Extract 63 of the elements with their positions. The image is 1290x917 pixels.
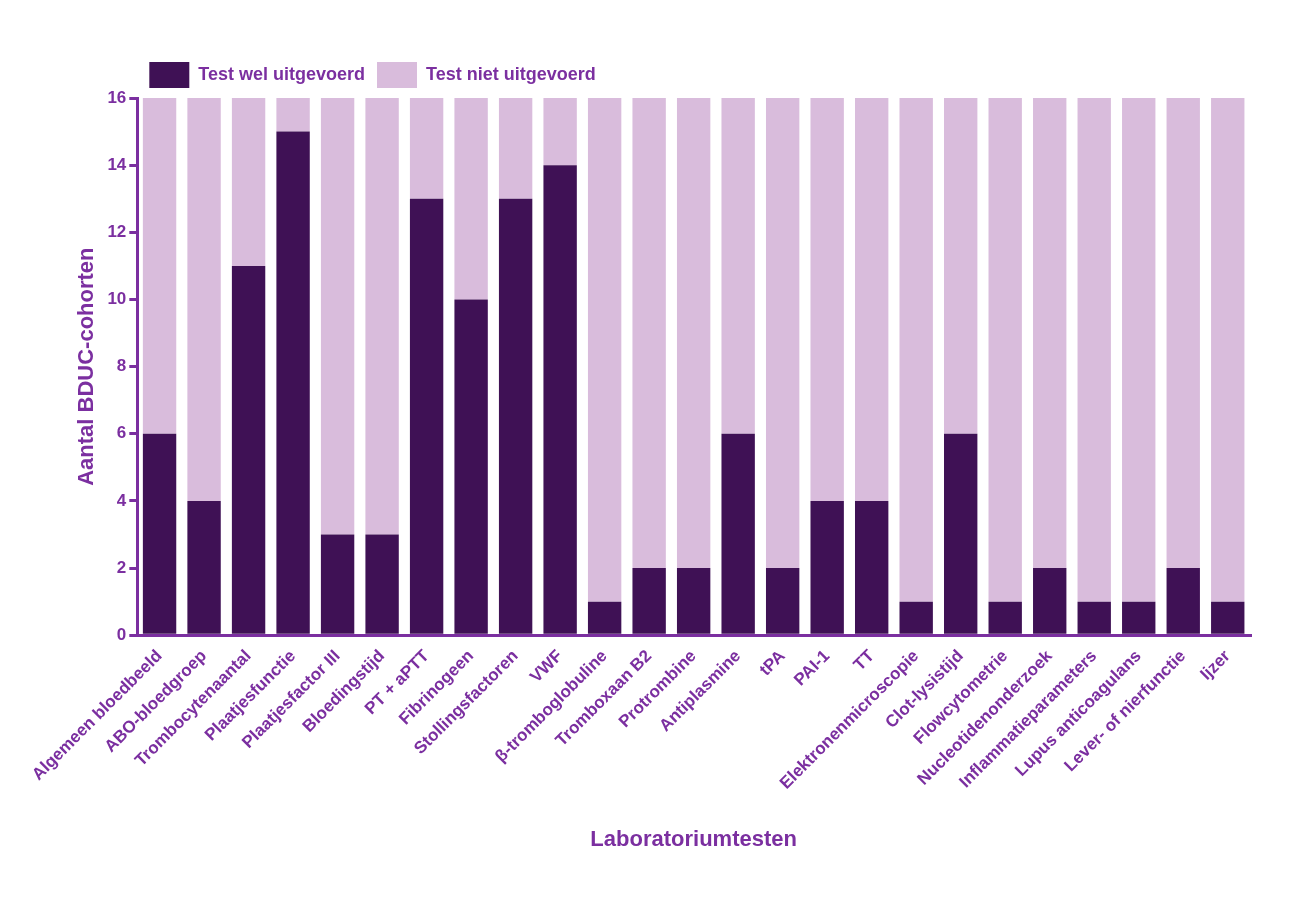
bar (276, 98, 310, 132)
bar (1211, 601, 1245, 634)
bar (1166, 568, 1200, 634)
bar (187, 500, 221, 634)
y-tick-label: 10 (107, 289, 127, 309)
y-tick-label: 4 (116, 490, 127, 510)
bar (276, 131, 310, 634)
y-tick-label: 6 (116, 423, 127, 443)
bar (365, 534, 399, 634)
bar (855, 98, 889, 501)
bar (676, 568, 711, 634)
bar (365, 98, 399, 535)
bar (1077, 98, 1111, 602)
bar (231, 265, 266, 634)
bar (988, 98, 1022, 602)
bar (498, 198, 533, 634)
bar (454, 98, 488, 300)
y-tick-label: 12 (107, 222, 127, 241)
bar (320, 98, 355, 535)
bar (543, 98, 577, 166)
y-tick-label: 0 (116, 624, 127, 644)
y-tick-label: 2 (116, 557, 127, 577)
y-tick-label: 14 (107, 154, 127, 174)
bar (231, 98, 266, 266)
bar (587, 98, 622, 602)
legend-label: Test niet uitgevoerd (426, 63, 596, 84)
bar (810, 98, 844, 501)
bar (1033, 568, 1067, 634)
bar (944, 98, 978, 434)
bar (409, 98, 444, 199)
x-axis-title: Laboratoriumtesten (590, 825, 797, 851)
bar (988, 601, 1022, 634)
bar (632, 568, 666, 634)
bar (855, 500, 889, 634)
bar (409, 198, 444, 634)
bar (187, 98, 221, 501)
bar (632, 98, 666, 569)
bar (899, 98, 933, 602)
bar (721, 433, 755, 634)
y-tick-label: 16 (107, 87, 127, 107)
bar (944, 433, 978, 634)
bar (320, 534, 355, 634)
bar (1077, 601, 1111, 634)
bar (676, 98, 711, 569)
bar (765, 568, 800, 634)
bar (721, 98, 755, 434)
y-tick-label: 8 (116, 356, 127, 376)
bar (142, 433, 177, 634)
bar (810, 500, 844, 634)
bar (587, 601, 622, 634)
bar (1033, 98, 1067, 569)
bar (454, 299, 488, 634)
bar (498, 98, 533, 199)
bar (543, 165, 577, 634)
bar (142, 98, 177, 434)
bar (1211, 98, 1245, 602)
bar (1166, 98, 1200, 569)
bar (1122, 98, 1156, 602)
bar (899, 601, 933, 634)
bar (765, 98, 800, 569)
legend-label: Test wel uitgevoerd (198, 63, 366, 84)
bar (1122, 601, 1156, 634)
y-axis-title: Aantal BDUC-cohorten (73, 247, 99, 486)
